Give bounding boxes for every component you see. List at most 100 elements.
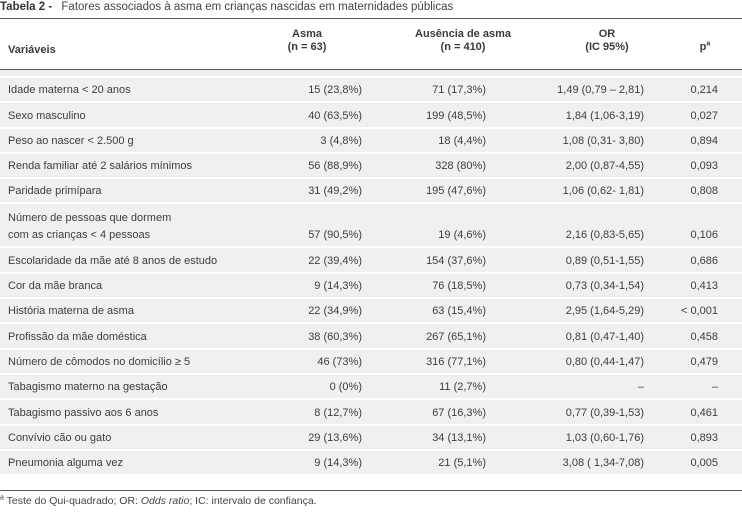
cell-asma: 8 (12,7%) [314,406,362,419]
cell-p: 0,479 [690,355,718,368]
table-row: Tabagismo passivo aos 6 anos 8 (12,7%) 6… [0,400,742,426]
cell-p: – [711,381,718,394]
cell-or: 0,80 (0,44-1,47) [565,355,644,368]
cell-p: 0,458 [690,330,718,343]
header-or-ci: (IC 95%) [585,41,629,53]
table-row: Tabagismo materno na gestação 0 (0%) 11 … [0,374,742,401]
cell-variable: Renda familiar até 2 salários mínimos [8,160,193,173]
cell-p: 0,808 [690,185,718,198]
cell-asma: 56 (88,9%) [308,160,362,173]
table-row: Número de pessoas que dormem com as cria… [0,204,742,249]
table-title: Tabela 2 - Fatores associados à asma em … [0,0,742,19]
cell-ausencia: 154 (37,6%) [426,254,486,267]
cell-variable: Número de pessoas que dormem com as cria… [8,212,243,242]
cell-or: 0,77 (0,39-1,53) [565,406,644,419]
cell-variable: Convívio cão ou gato [8,431,112,444]
cell-ausencia: 67 (16,3%) [432,406,486,419]
cell-variable: História materna de asma [8,305,134,318]
cell-asma: 38 (60,3%) [308,330,362,343]
cell-p: < 0,001 [680,305,718,318]
cell-or: 1,08 (0,31- 3,80) [562,134,644,147]
cell-ausencia: 76 (18,5%) [432,280,486,293]
cell-ausencia: 21 (5,1%) [438,457,486,470]
cell-ausencia: 195 (47,6%) [426,185,486,198]
cell-p: 0,093 [690,160,718,173]
cell-variable: Paridade primípara [8,185,102,198]
footnote-or-italic: Odds ratio [140,495,190,507]
footnote-text-1: Teste do Qui-quadrado; OR: [6,495,141,507]
cell-or: 1,06 (0,62- 1,81) [562,185,644,198]
cell-ausencia: 19 (4,6%) [438,229,486,242]
footnote-text-2: ; IC: intervalo de confiança. [189,495,317,507]
cell-ausencia: 199 (48,5%) [426,109,486,122]
table-row: Escolaridade da mãe até 8 anos de estudo… [0,248,742,274]
header-p-label: p [699,41,707,53]
table-row: Idade materna < 20 anos 15 (23,8%) 71 (1… [0,78,742,104]
cell-p: 0,461 [690,406,718,419]
table-header: Variáveis Asma (n = 63) Ausência de asma… [0,22,742,66]
cell-or: 1,49 (0,79 – 2,81) [557,84,644,97]
cell-variable: Sexo masculino [8,109,86,122]
table-row: Peso ao nascer < 2.500 g 3 (4,8%) 18 (4,… [0,128,742,154]
header-asma-title: Asma [292,28,322,40]
cell-variable: Idade materna < 20 anos [8,84,131,97]
cell-ausencia: 328 (80%) [435,160,486,173]
cell-ausencia: 34 (13,1%) [432,431,486,444]
cell-variable: Cor da mãe branca [8,280,103,293]
table-top-spacer [0,70,742,78]
cell-asma: 15 (23,8%) [308,84,362,97]
cell-or: 3,08 ( 1,34-7,08) [562,457,644,470]
cell-p: 0,027 [690,109,718,122]
cell-variable: Pneumonia alguma vez [8,457,123,470]
cell-or: 0,89 (0,51-1,55) [565,254,644,267]
header-asma-n: (n = 63) [287,41,327,53]
cell-variable: Número de cômodos no domicílio ≥ 5 [8,355,191,368]
cell-variable: Tabagismo materno na gestação [8,381,168,394]
header-ausencia-title: Ausência de asma [415,28,511,40]
header-ausencia-n: (n = 410) [440,41,486,53]
cell-p: 0,686 [690,254,718,267]
cell-or: 1,03 (0,60-1,76) [565,431,644,444]
cell-asma: 29 (13,6%) [308,431,362,444]
cell-ausencia: 63 (15,4%) [432,305,486,318]
cell-or: 2,00 (0,87-4,55) [565,160,644,173]
footnote-sup: a [0,494,4,502]
cell-variable: Profissão da mãe doméstica [8,330,147,343]
header-ausencia: Ausência de asma (n = 410) [398,28,528,54]
cell-ausencia: 267 (65,1%) [426,330,486,343]
cell-asma: 9 (14,3%) [314,457,362,470]
cell-p: 0,893 [690,431,718,444]
table-row: Renda familiar até 2 salários mínimos 56… [0,153,742,180]
header-or: OR (IC 95%) [552,28,662,54]
cell-variable: Peso ao nascer < 2.500 g [8,134,134,147]
header-variables: Variáveis [8,44,56,56]
cell-or: 2,16 (0,83-5,65) [565,229,644,242]
header-or-title: OR [598,28,616,40]
cell-or: 0,81 (0,47-1,40) [565,330,644,343]
table-footnote: a Teste do Qui-quadrado; OR: Odds ratio;… [0,490,742,507]
cell-asma: 31 (49,2%) [308,185,362,198]
cell-asma: 3 (4,8%) [320,134,362,147]
table-number: Tabela 2 - [0,1,53,13]
cell-asma: 40 (63,5%) [308,109,362,122]
cell-p: 0,106 [690,229,718,242]
cell-ausencia: 11 (2,7%) [439,381,486,394]
cell-asma: 9 (14,3%) [314,280,362,293]
table-row: História materna de asma 22 (34,9%) 63 (… [0,299,742,325]
header-p-sup: a [706,40,711,48]
cell-variable: Tabagismo passivo aos 6 anos [8,406,159,419]
data-table: Idade materna < 20 anos 15 (23,8%) 71 (1… [0,69,742,477]
cell-p: 0,413 [690,280,718,293]
cell-or: 2,95 (1,64-5,29) [565,305,644,318]
cell-variable-line2: com as crianças < 4 pessoas [8,229,151,242]
table-row: Profissão da mãe doméstica 38 (60,3%) 26… [0,324,742,350]
cell-variable: Escolaridade da mãe até 8 anos de estudo [8,254,218,267]
cell-variable-line1: Número de pessoas que dormem [8,212,172,225]
table-row: Convívio cão ou gato 29 (13,6%) 34 (13,1… [0,425,742,451]
cell-asma: 57 (90,5%) [308,229,362,242]
table-row: Paridade primípara 31 (49,2%) 195 (47,6%… [0,179,742,205]
cell-or: 1,84 (1,06-3,19) [565,109,644,122]
cell-p: 0,894 [690,134,718,147]
table-row: Número de cômodos no domicílio ≥ 5 46 (7… [0,349,742,375]
cell-asma: 46 (73%) [317,355,362,368]
